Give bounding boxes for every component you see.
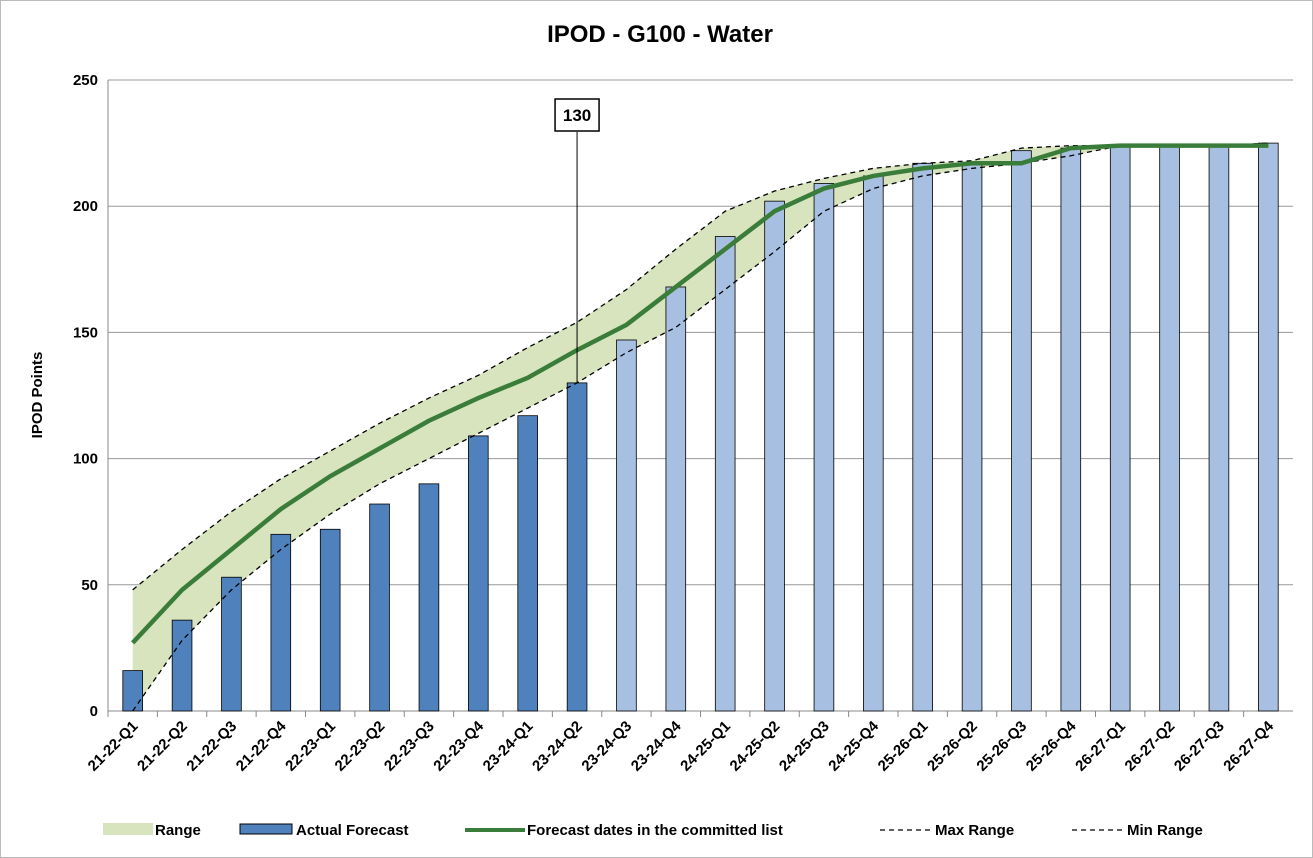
bar <box>221 576 242 712</box>
annotation-text: 130 <box>563 106 591 125</box>
bar <box>171 619 193 712</box>
bar <box>1208 145 1230 712</box>
bar <box>764 200 785 712</box>
bar <box>1011 150 1032 712</box>
line <box>131 143 1269 645</box>
y-tick-label: 50 <box>81 577 98 594</box>
bar <box>714 236 736 712</box>
bar <box>270 533 292 712</box>
legend-label: Range <box>155 822 201 839</box>
y-tick-label: 0 <box>90 703 98 720</box>
bar <box>418 483 440 712</box>
legend-label: Actual Forecast <box>296 822 409 839</box>
bar <box>616 339 637 712</box>
bar <box>813 183 835 712</box>
line <box>132 144 1269 712</box>
bar <box>961 162 983 712</box>
y-tick-label: 150 <box>73 324 98 341</box>
bar <box>468 435 489 712</box>
bar <box>1159 145 1180 712</box>
bar <box>319 528 341 712</box>
annotation-box <box>554 98 600 132</box>
legend-swatch <box>103 823 153 835</box>
legend-swatch <box>239 823 293 835</box>
bar <box>369 503 390 712</box>
range-area <box>132 143 1269 712</box>
y-tick-label: 250 <box>73 72 98 89</box>
legend-label: Max Range <box>935 822 1014 839</box>
legend-label: Forecast dates in the committed list <box>527 822 783 839</box>
bar <box>1060 147 1082 712</box>
legend-label: Min Range <box>1127 822 1203 839</box>
y-tick-label: 100 <box>73 451 98 468</box>
bar <box>1109 145 1131 712</box>
bar <box>566 382 588 712</box>
bar <box>665 286 687 712</box>
chart-title: IPOD - G100 - Water <box>547 21 773 48</box>
y-tick-label: 200 <box>73 198 98 215</box>
bar <box>863 175 884 712</box>
bar <box>912 162 933 712</box>
bar <box>517 415 538 712</box>
bar <box>122 670 143 712</box>
y-axis-label: IPOD Points <box>29 352 46 439</box>
bar <box>1258 142 1279 712</box>
